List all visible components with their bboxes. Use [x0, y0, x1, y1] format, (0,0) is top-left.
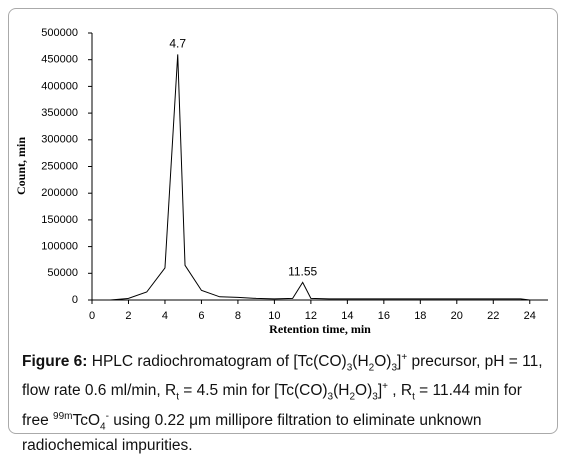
x-tick-label: 8 [235, 310, 241, 322]
x-tick-label: 16 [378, 310, 390, 322]
caption-sub: t [412, 391, 415, 403]
y-tick-label: 50000 [47, 267, 78, 279]
caption-text: (H [352, 353, 369, 371]
caption-text: O) [374, 353, 392, 371]
y-tick-label: 350000 [41, 107, 78, 119]
y-tick-label: 400000 [41, 80, 78, 92]
peak-annotation: 4.7 [169, 37, 186, 51]
caption-sub: 2 [368, 362, 375, 374]
y-tick-label: 500000 [41, 27, 78, 39]
x-tick-label: 18 [414, 310, 426, 322]
figure-frame [8, 8, 558, 434]
caption-text: ] [397, 353, 402, 371]
page: Retention time, min Count, min 0 50000 100… [8, 8, 558, 454]
caption-text: precursor, pH = 11, flow rate 0.6 ml/min… [22, 353, 543, 400]
x-tick-label: 2 [125, 310, 131, 322]
y-axis-label: Count, min [14, 137, 28, 195]
caption-text: HPLC radiochromatogram of [Tc(CO) [87, 353, 347, 371]
caption-text: , R [387, 382, 413, 400]
caption-sub: t [176, 391, 179, 403]
caption-sub: 3 [346, 362, 353, 374]
x-tick-label: 24 [524, 310, 536, 322]
caption-sup: 99m [53, 410, 73, 422]
caption-sub: 2 [349, 391, 356, 403]
x-tick-label: 22 [487, 310, 499, 322]
caption-text: (H [333, 382, 350, 400]
y-tick-label: 0 [72, 294, 78, 306]
caption-sub: 3 [327, 391, 334, 403]
x-tick-label: 10 [268, 310, 280, 322]
y-tick-label: 150000 [41, 214, 78, 226]
x-tick-label: 6 [198, 310, 204, 322]
caption-sub: 3 [391, 362, 397, 374]
data-line [110, 54, 548, 301]
caption-sup: + [401, 352, 408, 363]
x-tick-label: 20 [451, 310, 463, 322]
peak-annotation: 11.55 [288, 265, 317, 279]
caption-text: TcO [72, 411, 101, 429]
x-axis-label: Retention time, min [269, 322, 371, 336]
caption-sub: 4 [100, 420, 106, 432]
caption-text: = 4.5 min for [Tc(CO) [178, 382, 328, 400]
caption-text: = 11.44 min for free [22, 382, 522, 429]
caption-sub: 3 [372, 391, 378, 403]
y-tick-label: 450000 [41, 54, 78, 66]
caption-sup: - [105, 410, 109, 422]
caption-text: O) [355, 382, 373, 400]
x-tick-label: 0 [89, 310, 95, 322]
x-tick-label: 12 [305, 310, 317, 322]
chart: Retention time, min Count, min 050000100… [14, 27, 548, 336]
x-tick-label: 14 [341, 310, 353, 322]
y-tick-label: 300000 [41, 134, 78, 146]
y-tick-label: 100000 [41, 241, 78, 253]
y-tick-label: 250000 [41, 160, 78, 172]
caption-sup: + [382, 381, 388, 393]
x-tick-label: 4 [162, 310, 168, 322]
caption-label: Figure 6: [22, 353, 88, 371]
y-tick-label: 200000 [41, 187, 78, 199]
caption-text: ] [377, 382, 383, 400]
caption: Figure 6: HPLC radiochromatogram of [Tc(… [22, 348, 550, 455]
